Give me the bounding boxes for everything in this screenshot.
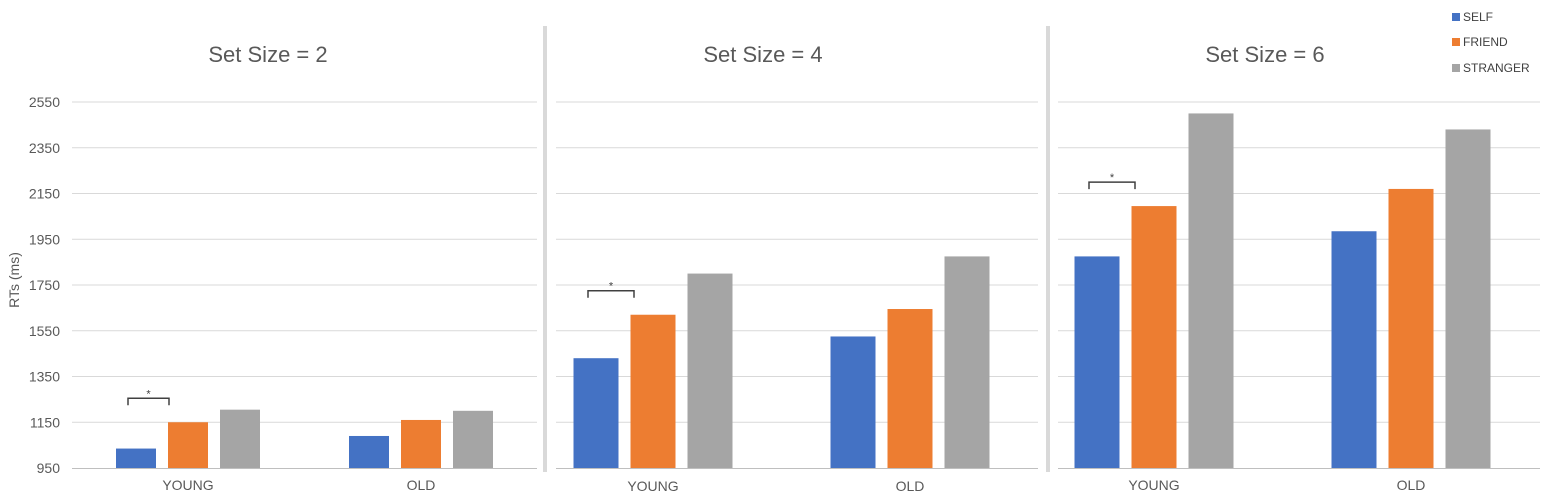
bar-self xyxy=(1331,231,1377,468)
panel-title: Set Size = 6 xyxy=(1205,42,1324,67)
bar-friend xyxy=(168,422,208,468)
y-tick-label: 1950 xyxy=(29,231,60,247)
bar-self xyxy=(349,435,389,468)
significance-marker: * xyxy=(1110,172,1115,184)
panel-title: Set Size = 2 xyxy=(208,42,327,67)
y-tick-label: 1150 xyxy=(30,414,60,430)
significance-marker: * xyxy=(146,388,151,400)
legend-swatch-friend xyxy=(1452,38,1460,47)
bar-stranger xyxy=(944,256,990,468)
y-axis-title: RTs (ms) xyxy=(6,252,22,308)
panel-divider xyxy=(543,26,547,472)
legend-label-friend: FRIEND xyxy=(1463,35,1508,50)
bar-stranger xyxy=(1445,129,1491,468)
bar-self xyxy=(830,336,876,468)
bar-self xyxy=(1074,256,1120,468)
x-tick-label: OLD xyxy=(1397,477,1426,493)
bar-stranger xyxy=(220,409,260,468)
significance-bracket xyxy=(127,397,170,406)
bar-friend xyxy=(630,314,676,468)
significance-bracket xyxy=(587,289,635,298)
bar-friend xyxy=(887,309,933,468)
bar-stranger xyxy=(687,273,733,468)
x-tick-label: OLD xyxy=(896,478,925,494)
y-tick-label: 1750 xyxy=(29,277,60,293)
bar-friend xyxy=(401,419,441,468)
x-tick-label: YOUNG xyxy=(162,477,213,493)
legend-item-stranger: STRANGER xyxy=(1452,55,1530,81)
bar-stranger xyxy=(1188,113,1234,468)
legend-item-friend: FRIEND xyxy=(1452,30,1530,56)
bar-stranger xyxy=(453,410,493,468)
significance-bracket xyxy=(1088,181,1136,190)
bar-self xyxy=(573,358,619,468)
x-tick-label: YOUNG xyxy=(1128,477,1179,493)
panel-divider xyxy=(1046,26,1050,472)
bar-friend xyxy=(1388,188,1434,469)
legend-swatch-self xyxy=(1452,12,1460,21)
significance-marker: * xyxy=(609,281,614,293)
y-tick-label: 2350 xyxy=(29,140,60,156)
y-tick-label: 2150 xyxy=(29,186,60,202)
y-tick-label: 950 xyxy=(37,460,61,476)
legend-label-self: SELF xyxy=(1463,9,1494,24)
y-tick-label: 1550 xyxy=(29,323,60,339)
legend-item-self: SELF xyxy=(1452,4,1530,30)
legend-label-stranger: STRANGER xyxy=(1463,60,1530,75)
x-tick-label: YOUNG xyxy=(627,478,678,494)
legend: SELF FRIEND STRANGER xyxy=(1452,4,1530,81)
x-tick-label: OLD xyxy=(407,477,436,493)
bar-friend xyxy=(1131,206,1177,469)
y-tick-label: 2550 xyxy=(29,94,60,110)
panel-title: Set Size = 4 xyxy=(703,42,822,67)
y-tick-label: 1350 xyxy=(29,369,60,385)
bar-self xyxy=(116,448,156,468)
legend-swatch-stranger xyxy=(1452,63,1460,72)
